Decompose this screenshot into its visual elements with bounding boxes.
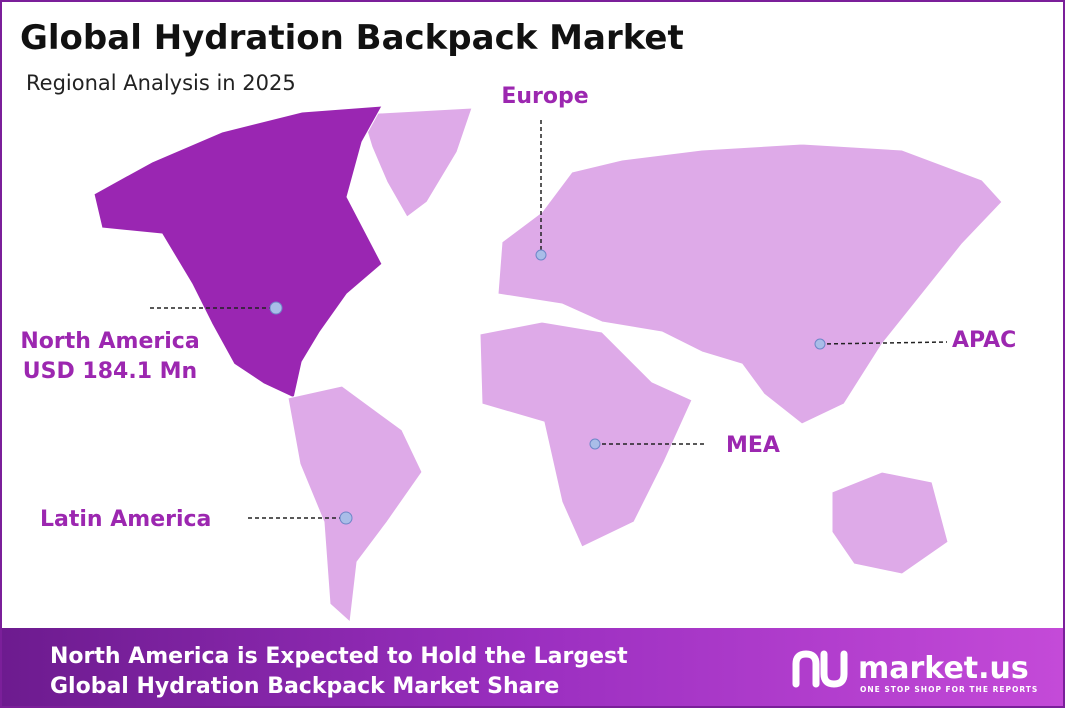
footer-band	[2, 628, 1063, 706]
region-dot	[269, 301, 283, 315]
logo-icon	[792, 650, 848, 688]
greenland	[361, 107, 473, 218]
region-dot	[339, 511, 353, 525]
brand: market.us	[858, 651, 1029, 686]
region-label: North America	[20, 329, 199, 354]
region-label: Europe	[501, 84, 588, 109]
south-america	[287, 385, 423, 624]
region-dot	[814, 338, 826, 350]
leaders	[150, 120, 948, 519]
region-value: USD 184.1 Mn	[23, 359, 197, 384]
north-america	[93, 105, 383, 399]
world-map	[93, 105, 1003, 624]
eurasia	[497, 143, 1003, 425]
dots	[269, 249, 826, 525]
region-dot	[535, 249, 547, 261]
region-label: Latin America	[40, 507, 211, 532]
title: Global Hydration Backpack Market	[20, 18, 684, 58]
footer-line: North America is Expected to Hold the La…	[50, 644, 628, 669]
tagline: ONE STOP SHOP FOR THE REPORTS	[860, 685, 1038, 694]
region-label: MEA	[726, 433, 780, 458]
region-dot	[589, 438, 601, 450]
australia	[831, 471, 949, 575]
leader	[819, 341, 948, 345]
subtitle: Regional Analysis in 2025	[26, 71, 296, 95]
region-label: APAC	[952, 328, 1016, 353]
footer-line: Global Hydration Backpack Market Share	[50, 674, 559, 699]
africa	[479, 321, 693, 548]
